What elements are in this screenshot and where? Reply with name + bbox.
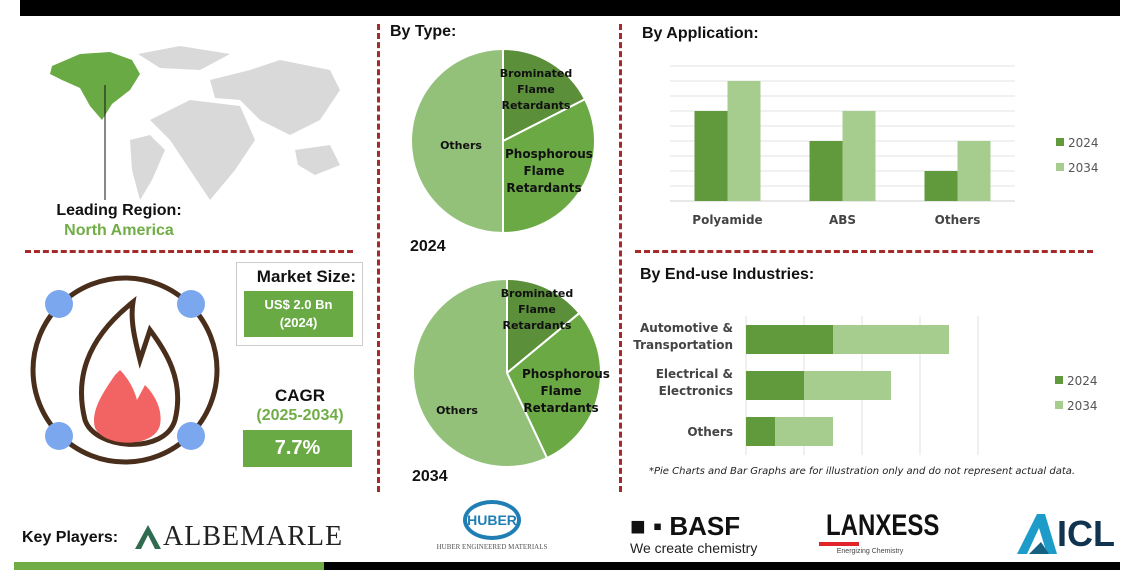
footer-bar-green bbox=[14, 562, 324, 570]
category-label: Electrical & bbox=[656, 367, 733, 381]
bar-segment-2024 bbox=[746, 371, 804, 400]
market-size-year: (2024) bbox=[279, 315, 318, 330]
divider bbox=[635, 250, 1093, 253]
pie-label-others: Others bbox=[440, 139, 482, 152]
application-bar-chart: Polyamide ABS Others 2024 2034 bbox=[670, 65, 1099, 227]
pie-label-brominated: Brominated Flame Retardants bbox=[500, 287, 574, 332]
bar-segment-2034 bbox=[775, 417, 833, 446]
bar-polyamide-2024 bbox=[694, 111, 728, 201]
legend-label: 2024 bbox=[1068, 136, 1099, 150]
category-label: Transportation bbox=[633, 338, 733, 352]
cagr-value: 7.7% bbox=[243, 430, 352, 467]
pie-label-phosphorous: Phosphorous Flame Retardants bbox=[522, 367, 610, 415]
pie-slice bbox=[502, 47, 587, 143]
leading-region-value: North America bbox=[64, 222, 174, 239]
by-application-title: By Application: bbox=[642, 25, 759, 42]
legend-swatch bbox=[1055, 401, 1063, 409]
pie-caption-2024: 2024 bbox=[410, 238, 446, 255]
flame-in-circle-icon bbox=[30, 275, 220, 465]
category-label: Automotive & bbox=[640, 321, 733, 335]
by-type-title: By Type: bbox=[390, 23, 457, 40]
pie-chart-2034 bbox=[412, 277, 602, 468]
end-use-bar-chart: Automotive & Transportation Electrical & El… bbox=[633, 316, 1098, 455]
key-players-label: Key Players: bbox=[22, 529, 119, 546]
pie-slice bbox=[410, 47, 504, 235]
legend-label: 2034 bbox=[1067, 399, 1098, 413]
bar-segment-2024 bbox=[746, 325, 833, 354]
basf-logo: ■ ▪ BASF We create chemistry bbox=[630, 511, 758, 556]
albemarle-logo: ALBEMARLE bbox=[133, 521, 343, 552]
pie-label-phosphorous: Phosphorous Flame Retardants bbox=[505, 147, 593, 195]
bar-segment-2034 bbox=[833, 325, 949, 354]
market-size-label: Market Size: bbox=[256, 267, 356, 286]
market-size-amount: US$ 2.0 Bn bbox=[264, 297, 333, 312]
market-size-card: Market Size: US$ 2.0 Bn (2024) bbox=[236, 262, 363, 346]
by-end-use-title: By End-use Industries: bbox=[640, 266, 815, 283]
huber-logo: HUBER HUBER ENGINEERED MATERIALS bbox=[424, 500, 560, 551]
legend-swatch bbox=[1056, 138, 1064, 146]
category-label: Others bbox=[687, 425, 733, 439]
icl-logo: ICL bbox=[1015, 512, 1115, 556]
category-label: ABS bbox=[829, 213, 856, 227]
category-label: Others bbox=[935, 213, 981, 227]
divider bbox=[25, 250, 353, 253]
title-bar bbox=[20, 0, 1120, 16]
legend-swatch bbox=[1055, 376, 1063, 384]
pie-slice bbox=[502, 97, 596, 235]
lanxess-logo: LANXESS Energizing Chemistry bbox=[815, 510, 939, 555]
pie-chart-2024 bbox=[410, 47, 596, 235]
category-label: Electronics bbox=[659, 384, 733, 398]
world-map bbox=[50, 46, 340, 200]
market-size-value: US$ 2.0 Bn (2024) bbox=[244, 291, 353, 337]
category-label: Polyamide bbox=[692, 213, 762, 227]
legend-swatch bbox=[1056, 163, 1064, 171]
bar-others-2024 bbox=[924, 171, 958, 201]
bar-polyamide-2034 bbox=[727, 81, 761, 201]
bar-segment-2034 bbox=[804, 371, 891, 400]
bar-abs-2024 bbox=[809, 141, 843, 201]
legend-label: 2034 bbox=[1068, 161, 1099, 175]
cagr-period: (2025-2034) bbox=[256, 407, 344, 424]
pie-slice bbox=[506, 277, 581, 376]
bar-segment-2024 bbox=[746, 417, 775, 446]
pie-label-brominated: Brominated Flame Retardants bbox=[499, 67, 573, 112]
footnote: *Pie Charts and Bar Graphs are for illus… bbox=[649, 466, 1076, 477]
footer-bar-black bbox=[324, 562, 1120, 570]
cagr-label: CAGR bbox=[274, 386, 326, 405]
divider bbox=[377, 24, 380, 492]
legend-label: 2024 bbox=[1067, 374, 1098, 388]
pie-slice bbox=[412, 277, 549, 468]
bar-others-2034 bbox=[957, 141, 991, 201]
bar-abs-2034 bbox=[842, 111, 876, 201]
leading-region-label: Leading Region: bbox=[56, 202, 182, 219]
north-america-highlight bbox=[50, 52, 140, 120]
pie-label-others: Others bbox=[436, 404, 478, 417]
pie-caption-2034: 2034 bbox=[412, 468, 448, 485]
divider bbox=[619, 24, 622, 492]
